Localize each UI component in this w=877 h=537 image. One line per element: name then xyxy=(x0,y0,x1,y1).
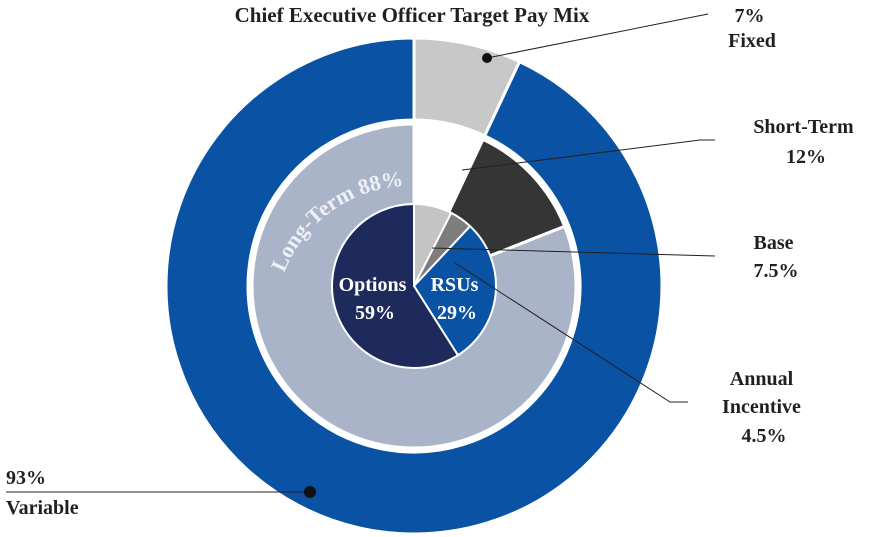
annual-incentive-label-line1: Annual xyxy=(730,368,794,390)
fixed-label: 7% Fixed xyxy=(728,5,776,52)
options-label-value: 59% xyxy=(355,302,395,324)
rsus-label: RSUs 29% xyxy=(431,274,484,324)
annual-incentive-label-value: 4.5% xyxy=(742,425,787,447)
chart-title: Chief Executive Officer Target Pay Mix xyxy=(235,3,590,27)
leader-annual-incentive xyxy=(454,262,688,403)
short-term-label: Short-Term 12% xyxy=(753,116,858,168)
fixed-label-value: 7% xyxy=(735,5,765,27)
rsus-label-value: 29% xyxy=(437,302,477,324)
leader-dot-variable xyxy=(304,486,316,498)
leader-dot-fixed xyxy=(482,53,492,63)
outer-ring xyxy=(164,36,664,536)
leader-base xyxy=(431,247,716,257)
variable-label-value: 93% xyxy=(6,467,46,489)
annual-incentive-label: Annual Incentive 4.5% xyxy=(722,368,806,447)
fixed-label-name: Fixed xyxy=(728,30,776,52)
inner-ring xyxy=(331,202,497,369)
variable-label: 93% Variable xyxy=(6,467,79,519)
leader-short-term xyxy=(461,139,715,171)
short-term-label-value: 12% xyxy=(786,146,826,168)
options-label-name: Options xyxy=(339,274,407,296)
annual-incentive-label-line2: Incentive xyxy=(722,396,801,418)
outer-slice-variable xyxy=(164,36,664,536)
base-label-name: Base xyxy=(754,232,794,254)
options-label: Options 59% xyxy=(339,274,412,324)
middle-ring xyxy=(250,122,578,450)
short-term-label-name: Short-Term xyxy=(753,116,854,138)
base-label-value: 7.5% xyxy=(754,260,799,282)
base-label: Base 7.5% xyxy=(754,232,799,282)
leader-fixed xyxy=(486,13,709,59)
leader-lines xyxy=(6,13,716,498)
inner-slice-rsus xyxy=(412,224,497,357)
variable-label-name: Variable xyxy=(6,497,79,519)
inner-slice-options xyxy=(331,202,460,369)
rsus-label-name: RSUs xyxy=(431,274,479,296)
